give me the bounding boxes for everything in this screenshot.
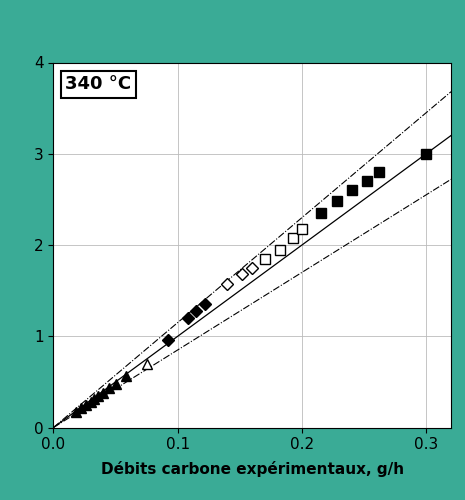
X-axis label: Débits carbone expérimentaux, g/h: Débits carbone expérimentaux, g/h [101, 460, 404, 476]
Text: 340 °C: 340 °C [66, 76, 132, 94]
